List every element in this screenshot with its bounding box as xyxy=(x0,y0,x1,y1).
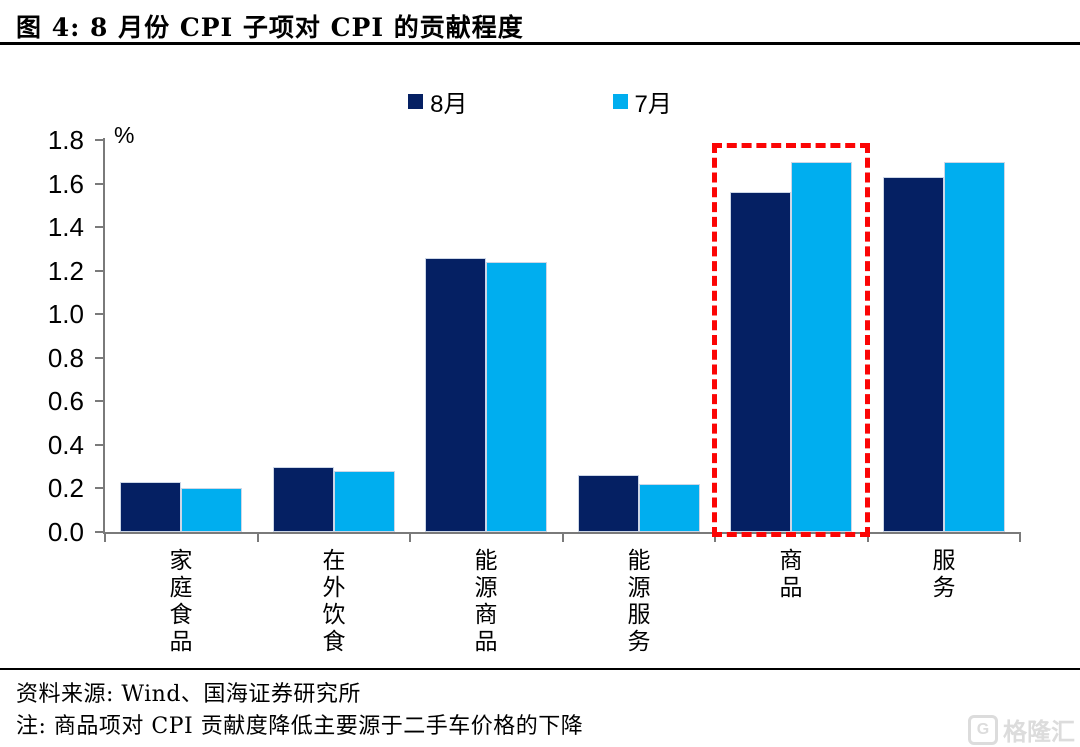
category-label: 商品 xyxy=(774,548,808,602)
category-label: 能源商品 xyxy=(469,548,503,656)
legend-item-aug: 8月 xyxy=(408,84,468,119)
bar-aug xyxy=(883,177,944,532)
category-label-char: 商 xyxy=(779,548,803,574)
bar-jul xyxy=(486,262,547,532)
category-label-char: 服 xyxy=(627,602,651,628)
x-axis-line xyxy=(103,532,1021,534)
x-axis-tick xyxy=(1019,534,1021,542)
y-tick-label: 0.0 xyxy=(47,517,84,547)
legend-item-jul: 7月 xyxy=(612,84,672,119)
category-label-char: 食 xyxy=(322,629,346,655)
y-tick-label: 1.0 xyxy=(47,299,84,329)
legend-swatch-icon xyxy=(612,94,628,109)
y-axis-tick xyxy=(95,400,103,402)
bar-jul xyxy=(181,488,242,532)
category-label-char: 商 xyxy=(474,602,498,628)
category-label-char: 庭 xyxy=(169,575,193,601)
y-axis-tick xyxy=(95,270,103,272)
y-tick-label: 0.8 xyxy=(47,343,84,373)
y-axis-tick xyxy=(95,487,103,489)
gelonghui-logo-icon: G xyxy=(968,714,998,745)
y-axis-unit-label: % xyxy=(114,122,135,148)
bar-jul xyxy=(334,471,395,532)
bar-aug xyxy=(730,192,791,532)
y-axis-tick xyxy=(95,313,103,315)
category-label-char: 外 xyxy=(322,575,346,601)
title-underline xyxy=(0,42,1080,45)
category-label-char: 务 xyxy=(932,575,956,601)
y-tick-label: 0.6 xyxy=(47,386,84,416)
bar-jul xyxy=(639,484,700,532)
category-label: 能源服务 xyxy=(622,548,656,656)
footnote-text: 注: 商品项对 CPI 贡献度降低主要源于二手车价格的下降 xyxy=(16,714,584,739)
category-label-char: 食 xyxy=(169,602,193,628)
category-label-char: 家 xyxy=(169,548,193,574)
gelonghui-watermark: G 格隆汇 xyxy=(968,712,1075,747)
y-tick-label: 1.2 xyxy=(47,256,84,286)
legend-label: 7月 xyxy=(634,91,672,118)
bar-aug xyxy=(425,258,486,532)
category-label-char: 饮 xyxy=(322,602,346,628)
y-tick-label: 1.4 xyxy=(47,212,84,242)
bar-aug xyxy=(273,467,334,532)
y-tick-label: 0.4 xyxy=(47,430,84,460)
y-axis-tick xyxy=(95,139,103,141)
category-label-char: 品 xyxy=(474,629,498,655)
legend-label: 8月 xyxy=(430,91,468,118)
category-label: 在外饮食 xyxy=(317,548,351,656)
bar-jul xyxy=(944,162,1005,532)
y-tick-label: 1.6 xyxy=(47,169,84,199)
category-label: 家庭食品 xyxy=(164,548,198,656)
x-axis-tick xyxy=(409,534,411,542)
data-source-text: 资料来源: Wind、国海证券研究所 xyxy=(16,682,361,707)
category-label: 服务 xyxy=(927,548,961,602)
x-axis-tick xyxy=(714,534,716,542)
y-tick-label: 1.8 xyxy=(47,125,84,155)
watermark-text: 格隆汇 xyxy=(1003,719,1075,746)
legend-swatch-icon xyxy=(408,94,424,109)
category-label-char: 源 xyxy=(474,575,498,601)
y-axis-tick xyxy=(95,531,103,533)
chart-legend: 8月 7月 xyxy=(0,84,1080,119)
x-axis-tick xyxy=(257,534,259,542)
category-label-char: 源 xyxy=(627,575,651,601)
category-label-char: 品 xyxy=(169,629,193,655)
y-tick-label: 0.2 xyxy=(47,473,84,503)
footer-divider xyxy=(0,668,1080,670)
category-label-char: 能 xyxy=(627,548,651,574)
x-axis-tick xyxy=(867,534,869,542)
bar-aug xyxy=(578,475,639,532)
y-axis-tick xyxy=(95,444,103,446)
x-axis-tick xyxy=(104,534,106,542)
category-label-char: 务 xyxy=(627,629,651,655)
category-label-char: 品 xyxy=(779,575,803,601)
figure-title: 图 4: 8 月份 CPI 子项对 CPI 的贡献程度 xyxy=(16,13,524,42)
bar-jul xyxy=(791,162,852,532)
y-axis-line xyxy=(103,138,105,534)
y-axis-tick xyxy=(95,357,103,359)
y-axis-tick xyxy=(95,226,103,228)
x-axis-tick xyxy=(562,534,564,542)
category-label-char: 服 xyxy=(932,548,956,574)
y-axis-tick xyxy=(95,183,103,185)
category-label-char: 在 xyxy=(322,548,346,574)
category-label-char: 能 xyxy=(474,548,498,574)
bar-aug xyxy=(120,482,181,532)
highlight-dashed-box xyxy=(712,143,870,537)
